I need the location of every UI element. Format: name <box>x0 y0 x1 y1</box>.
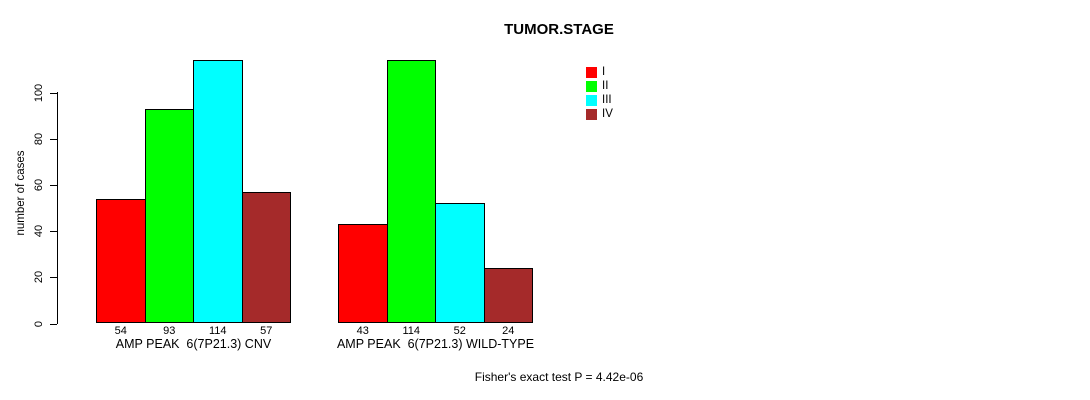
bar-count-label: 43 <box>356 325 369 337</box>
bar-count-label: 54 <box>114 325 127 337</box>
y-tick-mark <box>50 92 57 94</box>
bar-count-label: 24 <box>502 325 515 337</box>
bar-stage-IV <box>483 268 533 324</box>
legend-label-IV: IV <box>602 107 613 120</box>
legend-swatch-II <box>586 80 597 92</box>
bar-stage-IV <box>241 191 291 324</box>
y-tick-mark <box>50 323 57 325</box>
y-tick-mark <box>50 138 57 140</box>
bar-stage-III <box>435 203 485 324</box>
y-tick-mark <box>50 231 57 233</box>
bar-count-label: 114 <box>208 325 227 337</box>
y-axis-label: number of cases <box>15 150 27 236</box>
y-tick-label: 100 <box>33 83 45 102</box>
y-tick-label: 40 <box>33 224 45 238</box>
y-tick-label: 60 <box>33 178 45 192</box>
y-tick-mark <box>50 184 57 186</box>
legend-swatch-IV <box>586 108 597 120</box>
y-tick-mark <box>50 277 57 279</box>
bar-count-label: 114 <box>402 325 421 337</box>
chart-title: TUMOR.STAGE <box>504 21 614 38</box>
group-label: AMP PEAK 6(7P21.3) WILD-TYPE <box>336 337 535 351</box>
y-tick-label: 20 <box>33 271 45 284</box>
legend-swatch-I <box>586 66 597 78</box>
bar-stage-II <box>386 60 436 324</box>
bar-stage-I <box>96 198 146 324</box>
bar-stage-III <box>193 60 243 324</box>
bar-count-label: 57 <box>260 325 273 337</box>
bar-stage-I <box>338 224 388 324</box>
y-tick-label: 80 <box>33 132 45 145</box>
y-tick-label: 0 <box>33 320 45 327</box>
bar-count-label: 93 <box>163 325 176 337</box>
legend-label-II: II <box>602 79 609 92</box>
group-label: AMP PEAK 6(7P21.3) CNV <box>115 337 272 351</box>
bar-count-label: 52 <box>453 325 466 337</box>
legend-label-III: III <box>602 93 612 106</box>
y-axis-line <box>57 92 58 324</box>
bar-stage-II <box>144 108 194 324</box>
stat-annotation: Fisher's exact test P = 4.42e-06 <box>474 370 644 384</box>
legend-swatch-III <box>586 94 597 106</box>
legend-label-I: I <box>602 65 606 78</box>
